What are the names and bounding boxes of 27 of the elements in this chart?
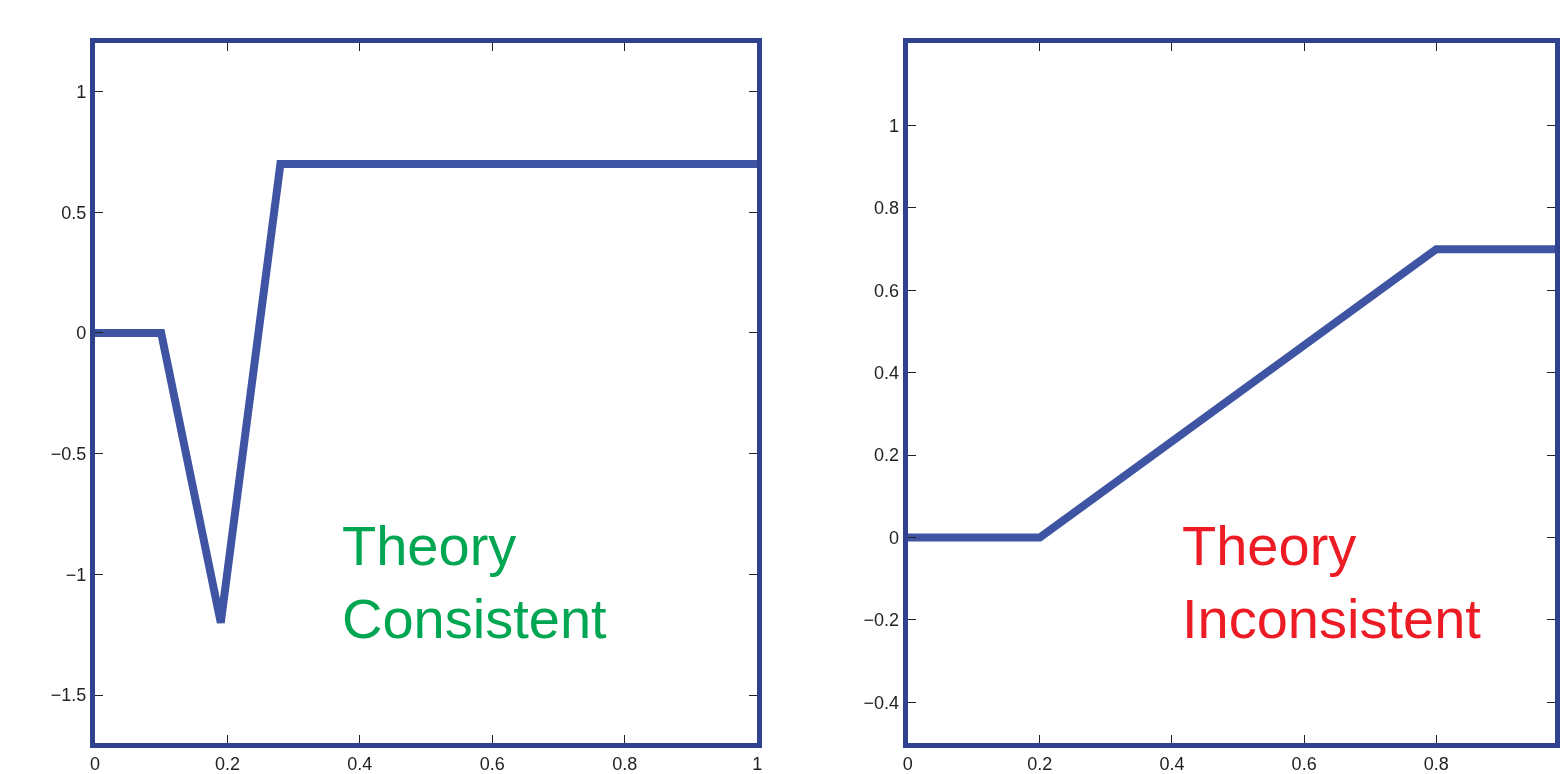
- x-tick-label: 0.6: [1291, 754, 1317, 774]
- y-tick-label: −0.4: [863, 692, 900, 713]
- y-tick-label: −0.5: [50, 443, 87, 464]
- x-tick-label: 0: [89, 754, 100, 774]
- y-tick-label: 0: [889, 527, 900, 548]
- y-tick-label: 1: [889, 115, 900, 136]
- y-tick-label: 1: [76, 81, 87, 102]
- y-tick-label: 0.5: [61, 202, 87, 223]
- y-tick-label: 0.6: [874, 280, 900, 301]
- y-tick-label: 0.2: [874, 445, 900, 466]
- y-tick-label: −1.5: [50, 685, 87, 706]
- y-tick-label: 0: [76, 323, 87, 344]
- x-tick-label: 0.2: [1027, 754, 1053, 774]
- x-tick-label: 0.4: [347, 754, 373, 774]
- annotation: Theory Consistent: [342, 514, 608, 650]
- y-tick-label: −0.2: [863, 610, 900, 631]
- y-tick-label: 0.8: [874, 198, 900, 219]
- x-tick-label: 0.8: [1423, 754, 1449, 774]
- x-tick-label: 0.8: [612, 754, 638, 774]
- x-tick-label: 0.2: [214, 754, 240, 774]
- x-tick-label: 0.4: [1159, 754, 1185, 774]
- x-tick-label: 0.6: [479, 754, 505, 774]
- y-tick-label: 0.4: [874, 363, 900, 384]
- annotation: Theory Inconsistent: [1182, 514, 1482, 650]
- y-tick-label: −1: [65, 564, 87, 585]
- x-tick-label: 1: [752, 754, 763, 774]
- x-tick-label: 0: [902, 754, 913, 774]
